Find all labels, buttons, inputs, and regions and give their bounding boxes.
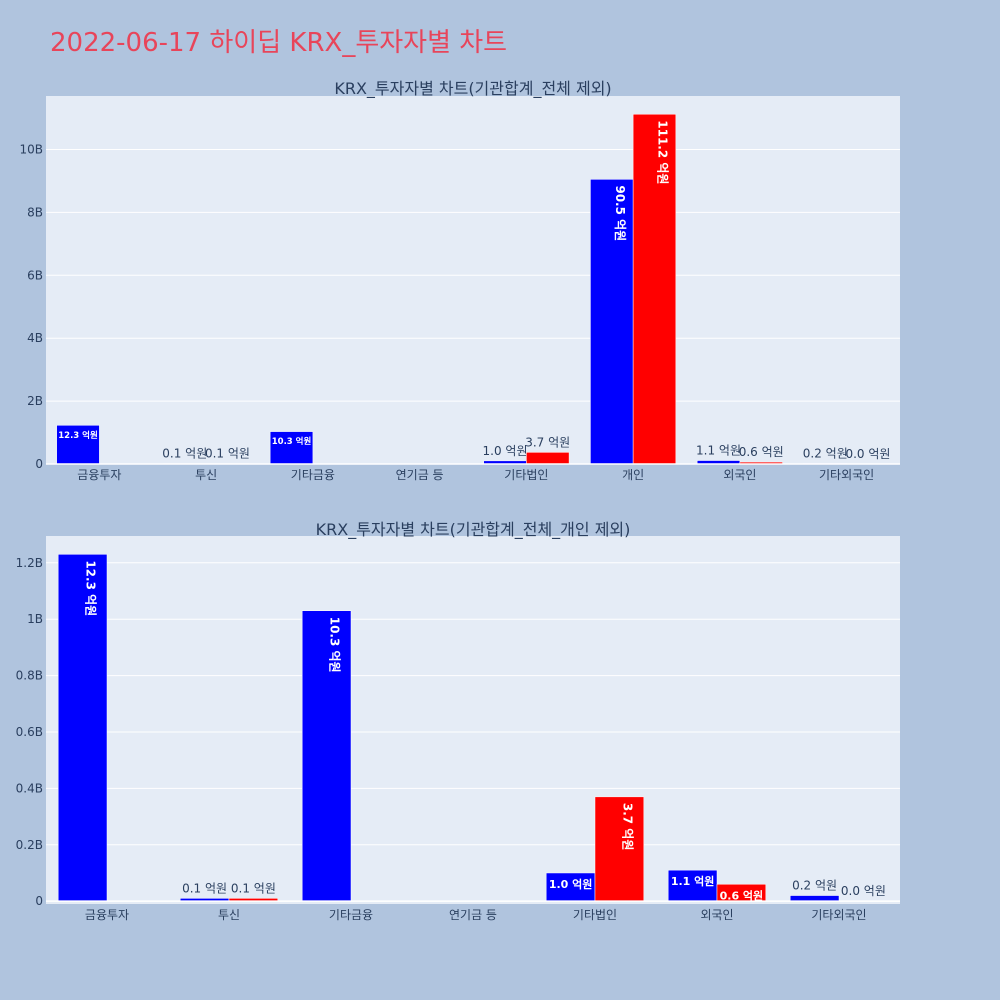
x-tick-label: 투신 [195, 468, 217, 482]
bar-data-label: 0.1 억원 [231, 881, 276, 895]
bar-data-label: 3.7 억원 [620, 803, 634, 851]
chart-panel-2: 0 0.2B 0.4B 0.6B 0.8B 1B 1.2B KRX_투자자별 차트(기관합계_… [16, 520, 900, 922]
bar [789, 895, 840, 902]
bar [594, 796, 645, 902]
y-tick-label: 8B [27, 205, 43, 219]
y-tick-label: 0.6B [16, 725, 43, 739]
bar [269, 431, 314, 465]
y-tick-label: 1.2B [16, 556, 43, 570]
bar-data-label: 0.0 억원 [841, 884, 886, 898]
x-tick-label: 금융투자 [77, 468, 121, 482]
plot-area [46, 536, 900, 904]
bar [526, 452, 570, 465]
x-tick-label: 기타금융 [329, 908, 373, 922]
bar-data-label: 10.3 억원 [272, 436, 312, 447]
x-tick-label: 기타법인 [504, 468, 548, 482]
bar [56, 425, 100, 465]
x-tick-label: 외국인 [723, 468, 756, 482]
bar-data-label: 0.1 억원 [182, 881, 227, 895]
y-tick-label: 0.2B [16, 838, 43, 852]
y-tick-label: 0 [35, 457, 43, 471]
x-tick-label: 금융투자 [85, 908, 129, 922]
x-tick-label: 연기금 등 [449, 908, 497, 922]
bar-data-label: 10.3 억원 [328, 617, 342, 673]
chart-title: KRX_투자자별 차트(기관합계_전체 제외) [334, 79, 611, 99]
bar-data-label: 3.7 억원 [525, 435, 570, 449]
bar [667, 869, 718, 902]
x-tick-label: 외국인 [700, 908, 733, 922]
y-tick-label: 6B [27, 268, 43, 282]
y-tick-label: 1B [27, 612, 43, 626]
bar-data-label: 12.3 억원 [84, 560, 98, 616]
bar-data-label: 1.0 억원 [549, 877, 593, 891]
bar-data-label: 111.2 억원 [655, 120, 669, 184]
bar-data-label: 0.6 억원 [739, 445, 784, 459]
x-tick-label: 연기금 등 [396, 468, 444, 482]
page-title: 2022-06-17 하이딥 KRX_투자자별 차트 [50, 28, 508, 58]
bar-data-label: 90.5 억원 [613, 185, 627, 241]
x-tick-label: 개인 [622, 468, 644, 482]
x-tick-label: 기타법인 [573, 908, 617, 922]
y-tick-label: 4B [27, 331, 43, 345]
chart-title: KRX_투자자별 차트(기관합계_전체_개인 제외) [316, 520, 631, 540]
bar-data-label: 0.2 억원 [792, 879, 837, 893]
x-tick-label: 투신 [218, 908, 240, 922]
x-tick-label: 기타외국인 [811, 908, 866, 922]
bar-data-label: 0.6 억원 [720, 888, 764, 902]
bar-data-label: 12.3 억원 [58, 430, 98, 441]
bar [632, 113, 677, 465]
x-tick-label: 기타금융 [291, 468, 335, 482]
bar-data-label: 1.1 억원 [671, 874, 715, 888]
bar-data-label: 0.0 억원 [845, 447, 890, 461]
y-tick-label: 0.8B [16, 669, 43, 683]
chart-panel-1: 0 2B 4B 6B 8B 10B KRX_투자자별 차트(기관합계_전체 제외) 12.3 … [19, 79, 900, 482]
bar [57, 554, 108, 902]
bar-data-label: 0.1 억원 [162, 447, 207, 461]
bar-data-label: 0.2 억원 [803, 446, 848, 460]
y-tick-label: 2B [27, 394, 43, 408]
plot-area [46, 96, 900, 464]
bar-data-label: 1.1 억원 [696, 444, 741, 458]
bar-data-label: 1.0 억원 [483, 444, 528, 458]
bar [301, 610, 352, 902]
y-tick-label: 0 [35, 894, 43, 908]
x-tick-label: 기타외국인 [819, 468, 874, 482]
bar-data-label: 0.1 억원 [205, 447, 250, 461]
y-tick-label: 10B [19, 142, 43, 156]
y-tick-label: 0.4B [16, 781, 43, 795]
